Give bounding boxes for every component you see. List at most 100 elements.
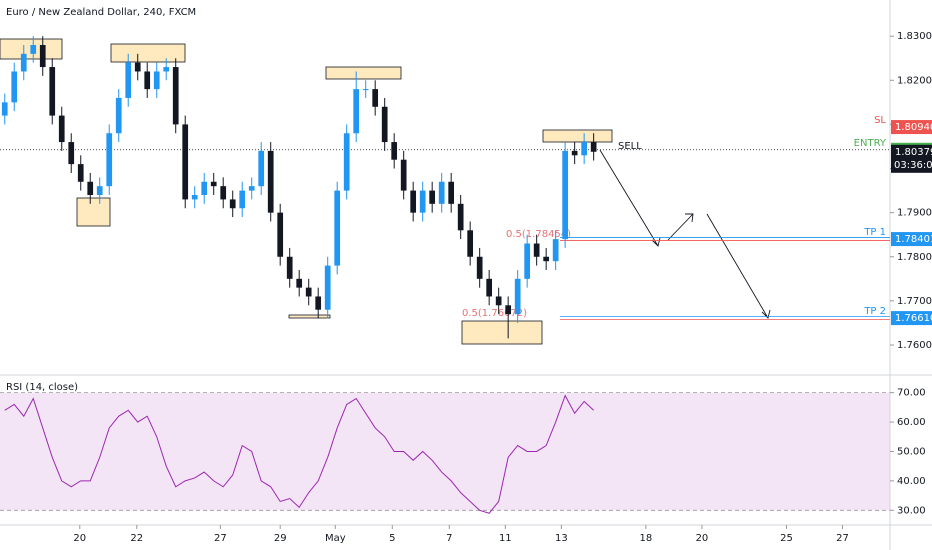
candle-body	[533, 243, 540, 257]
x-tick-label: 29	[274, 533, 287, 544]
candle-body	[58, 115, 65, 143]
candle-body	[457, 203, 464, 231]
candle-body	[372, 89, 379, 107]
candle-body	[144, 71, 151, 90]
candle-body	[153, 71, 160, 90]
candle-body	[201, 181, 208, 195]
zone	[325, 66, 402, 80]
candle-body	[343, 133, 350, 191]
candle-body	[410, 190, 417, 213]
candle-body	[353, 89, 360, 134]
candle-body	[552, 239, 559, 262]
candle-body	[505, 305, 512, 315]
candle-body	[590, 142, 597, 152]
candle-body	[163, 67, 170, 72]
x-tick-label: May	[325, 533, 346, 544]
level-name: TP 1	[863, 227, 886, 238]
candle-body	[438, 181, 445, 204]
candle-body	[77, 164, 84, 182]
candle-body	[229, 199, 236, 209]
candle-body	[495, 296, 502, 306]
candle-body	[172, 67, 179, 125]
candle-body	[315, 296, 322, 310]
y-tick-label: 1.82000	[897, 75, 932, 86]
candle-body	[476, 256, 483, 279]
arrow	[667, 213, 694, 241]
zone	[76, 197, 111, 227]
candle-body	[305, 287, 312, 297]
y-tick-label: 1.83000	[897, 31, 932, 42]
y-tick-label: 50.00	[897, 446, 926, 457]
candle-body	[248, 186, 255, 191]
price-tag	[891, 311, 932, 326]
candle-body	[514, 278, 521, 315]
candle-body	[581, 142, 588, 156]
candle-body	[182, 124, 189, 200]
candle-body	[362, 89, 369, 91]
candle-body	[1, 102, 8, 116]
candle-body	[429, 190, 436, 204]
x-tick-label: 18	[640, 533, 653, 544]
candle-body	[391, 142, 398, 160]
candle-body	[543, 256, 550, 262]
price-tag	[891, 144, 932, 173]
rsi-label: RSI (14, close)	[6, 382, 78, 393]
candle-body	[191, 195, 198, 200]
level-name: SL	[874, 115, 886, 126]
zone	[288, 314, 331, 319]
x-tick-label: 5	[389, 533, 395, 544]
candle-body	[524, 243, 531, 279]
candle-body	[419, 190, 426, 213]
x-tick-label: 13	[555, 533, 568, 544]
candle-body	[49, 67, 56, 116]
candle-body	[381, 106, 388, 143]
y-tick-label: 70.00	[897, 388, 926, 399]
level-name: ENTRY	[854, 138, 887, 149]
candle-body	[30, 45, 37, 54]
candle-body	[220, 186, 227, 200]
countdown: 03:36:08	[894, 160, 932, 171]
y-tick-label: 1.79000	[897, 208, 932, 219]
candle-body	[239, 190, 246, 209]
price-tag-label: 1.80379	[895, 147, 932, 158]
y-tick-label: 40.00	[897, 476, 926, 487]
candle-body	[106, 133, 113, 187]
x-tick-label: 11	[499, 533, 512, 544]
price-tag	[891, 232, 932, 247]
x-tick-label: 20	[73, 533, 86, 544]
price-tag-label: 1.76610	[895, 313, 932, 324]
candle-body	[11, 71, 18, 103]
y-tick-label: 60.00	[897, 417, 926, 428]
candle-body	[20, 53, 27, 72]
candle-body	[467, 230, 474, 257]
candle-body	[571, 150, 578, 156]
candle-body	[267, 150, 274, 213]
arrow	[706, 213, 771, 319]
candle-body	[125, 62, 132, 98]
candle-body	[562, 150, 569, 240]
x-tick-label: 25	[780, 533, 793, 544]
y-tick-label: 1.77000	[897, 296, 932, 307]
x-tick-label: 20	[696, 533, 709, 544]
zone	[542, 129, 613, 143]
annotation: SELL	[618, 141, 642, 152]
price-tag-label: 1.78401	[895, 234, 932, 245]
candle-body	[400, 159, 407, 191]
price-tag	[891, 120, 932, 135]
candle-body	[448, 181, 455, 204]
x-tick-label: 7	[446, 533, 452, 544]
candle-body	[286, 256, 293, 279]
candle-body	[68, 142, 75, 165]
candle-body	[324, 265, 331, 310]
x-tick-label: 27	[836, 533, 849, 544]
y-tick-label: 1.78000	[897, 252, 932, 263]
rsi-line	[4, 394, 594, 514]
rsi-band	[0, 392, 890, 511]
y-tick-label: 1.76000	[897, 340, 932, 351]
x-tick-label: 22	[130, 533, 143, 544]
annotation: 0.5(1.78454)	[506, 229, 571, 240]
candle-body	[96, 186, 103, 195]
candle-body	[39, 45, 46, 68]
candle-body	[134, 62, 141, 72]
